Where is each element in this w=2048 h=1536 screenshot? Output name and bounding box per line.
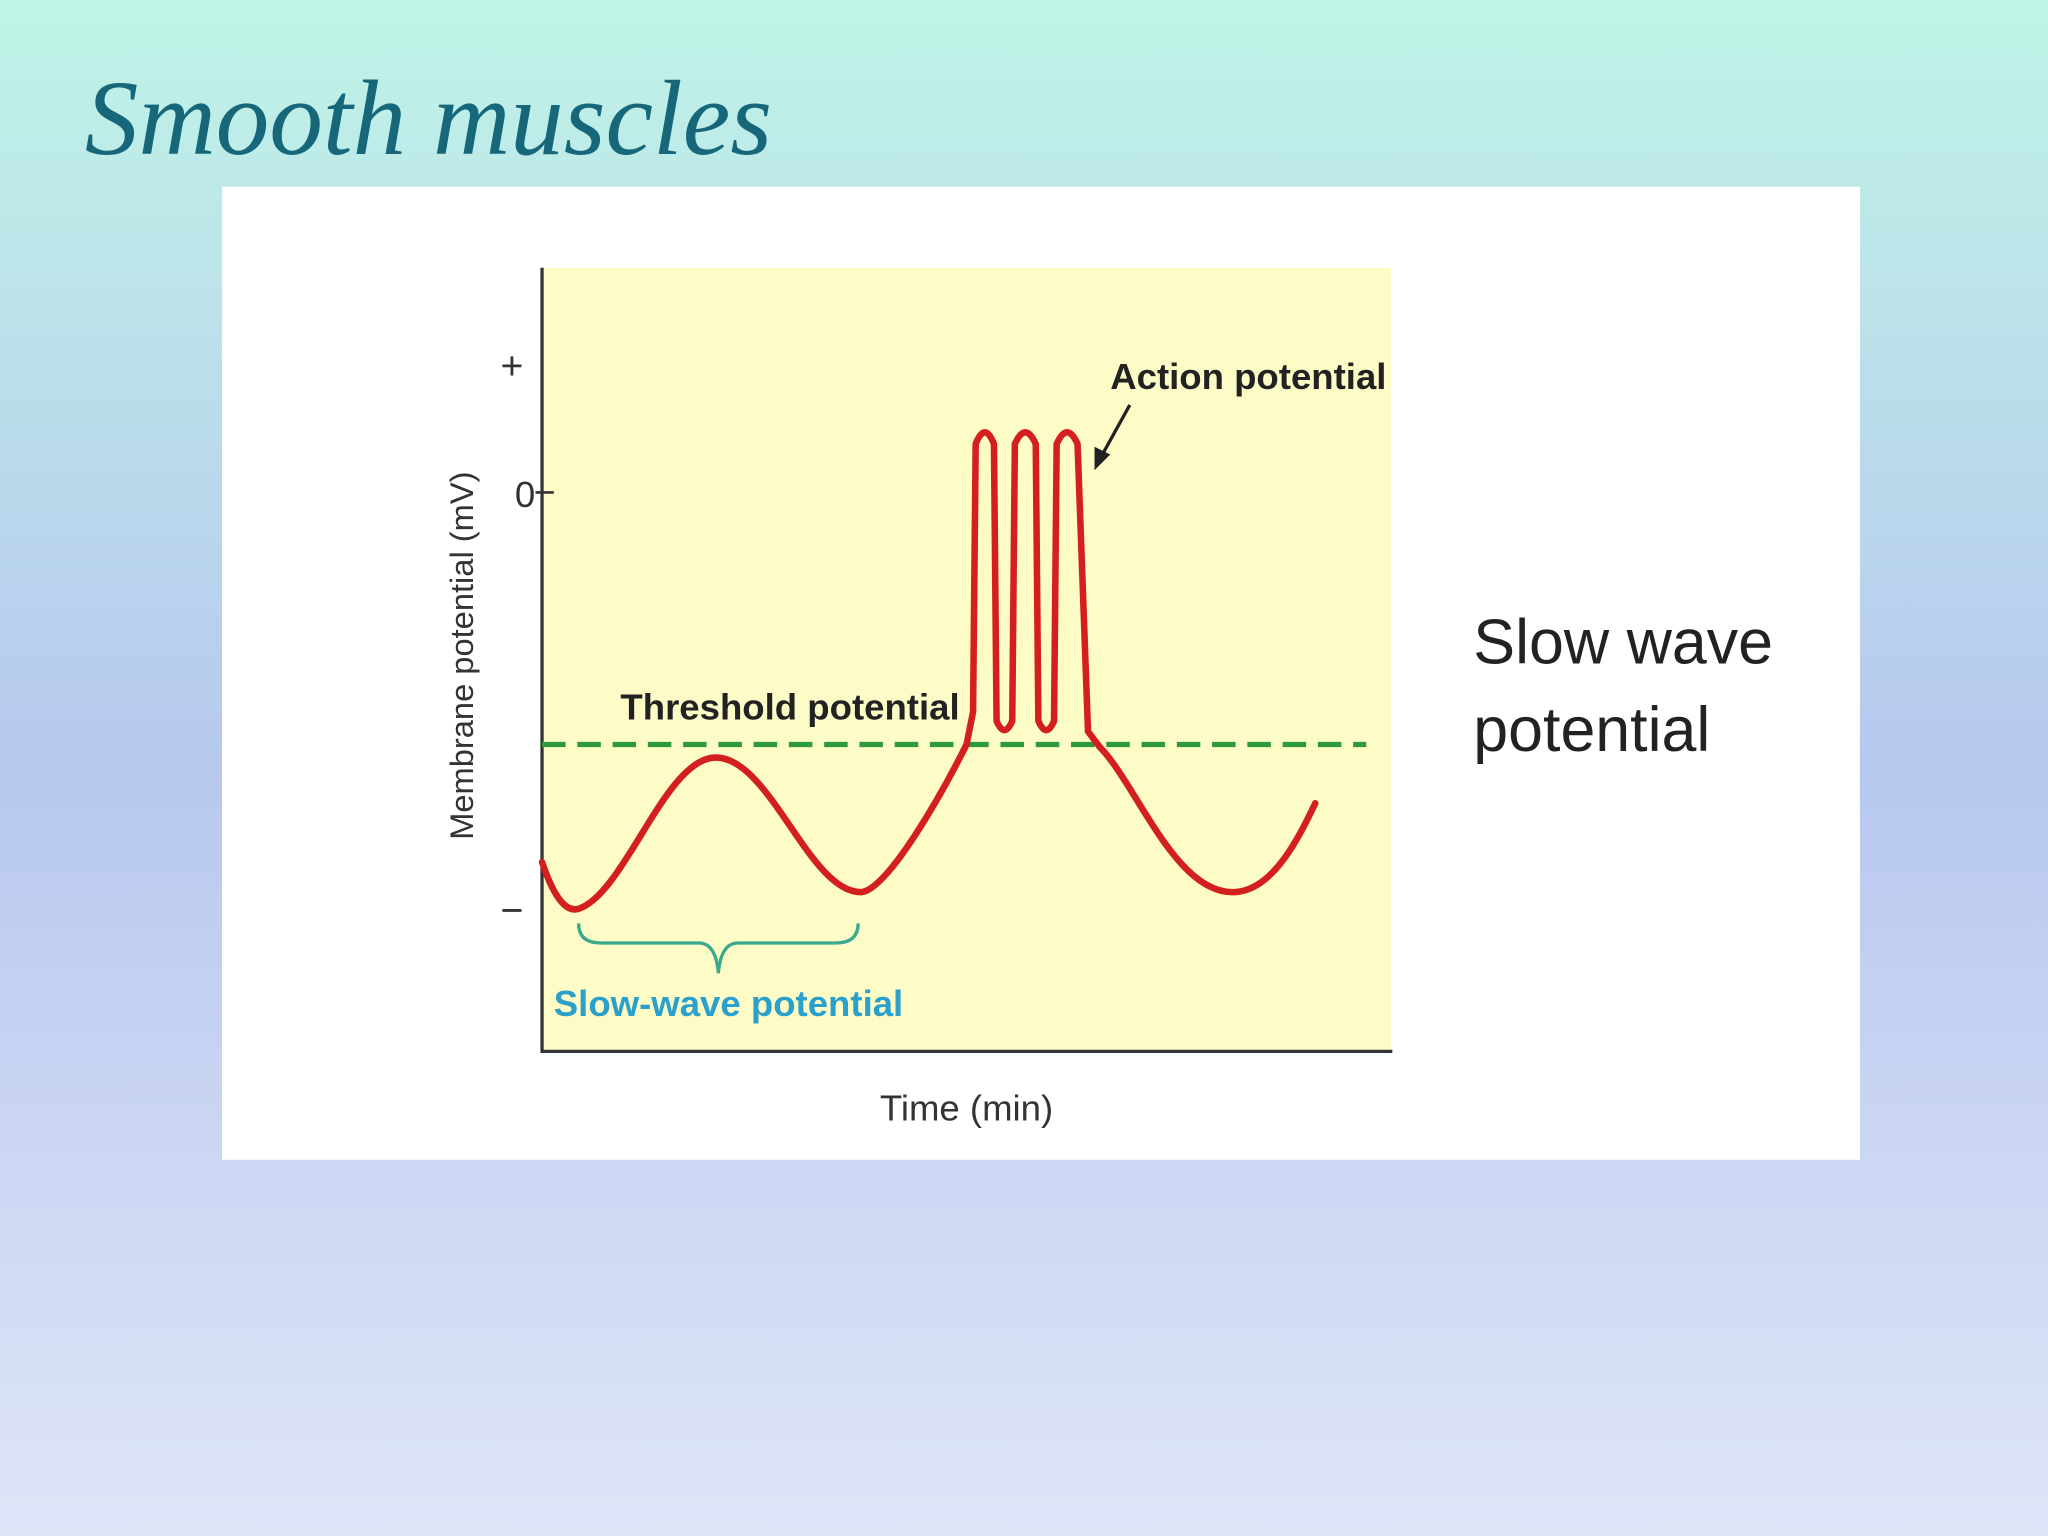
x-axis-label: Time (min) <box>880 1088 1053 1129</box>
side-label-line: Slow wave <box>1473 608 1773 678</box>
side-label-line: potential <box>1473 695 1710 765</box>
arrow-line <box>1100 404 1132 456</box>
y-tick-label: − <box>501 889 524 932</box>
slide-title: Smooth muscles <box>85 60 772 178</box>
brace <box>576 923 860 974</box>
y-tick-label: + <box>501 345 524 388</box>
action-label: Action potential <box>1110 356 1386 397</box>
y-ticks: + 0 − <box>501 345 554 932</box>
threshold-label: Threshold potential <box>620 687 959 728</box>
y-axis-label: Membrane potential (mV) <box>443 472 480 840</box>
slow-wave-label: Slow-wave potential <box>554 983 903 1024</box>
y-tick-label: 0 <box>515 474 535 515</box>
plot-area <box>542 267 1392 1052</box>
membrane-curve <box>538 429 1319 913</box>
